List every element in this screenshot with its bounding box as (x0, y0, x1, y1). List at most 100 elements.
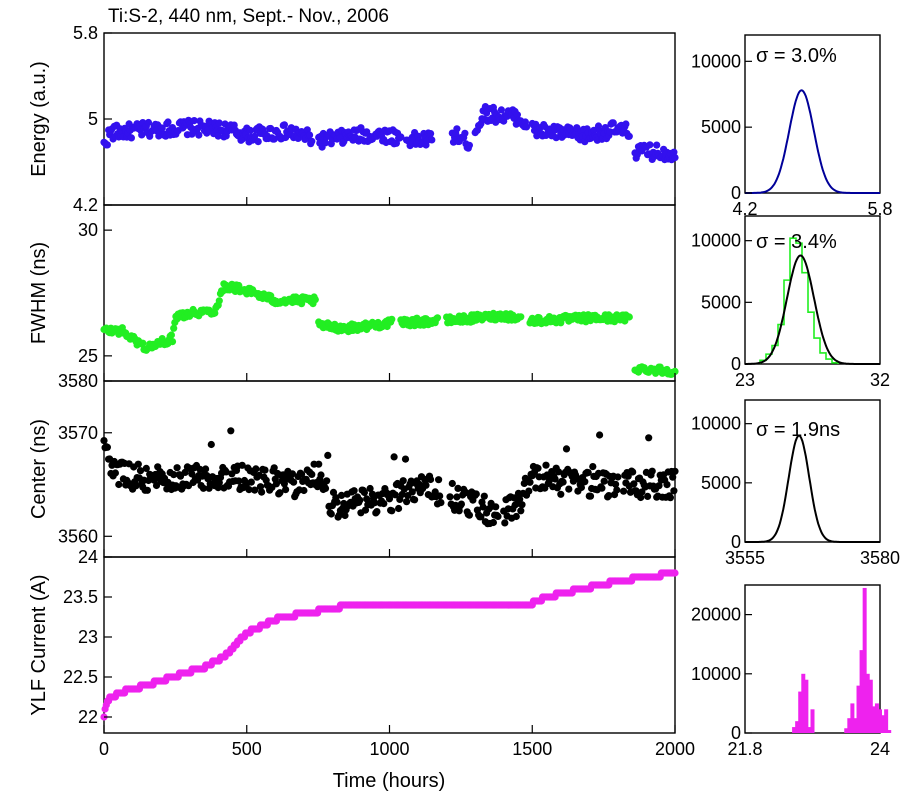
center-point (624, 472, 632, 480)
hist-ylf-ytick-label: 10000 (691, 664, 741, 684)
energy-point (254, 138, 262, 146)
center-point (380, 500, 388, 508)
center-point (356, 496, 364, 504)
center-point (238, 461, 246, 469)
fwhm-point (625, 313, 633, 321)
center-point (373, 508, 381, 516)
center-point (596, 431, 604, 439)
center-point (655, 482, 663, 490)
energy-point (522, 123, 531, 131)
hist-energy-gauss-fit (745, 89, 880, 194)
center-point (517, 507, 525, 515)
energy-point (164, 118, 172, 126)
center-point (403, 498, 411, 506)
center-point (333, 498, 341, 506)
center-point (612, 480, 620, 488)
energy-point (497, 106, 505, 114)
ylf-xtick-label: 1000 (369, 739, 409, 759)
energy-point (646, 141, 654, 149)
center-point (518, 501, 526, 509)
center-point (581, 478, 589, 486)
hist-energy-annotation: σ = 3.0% (756, 45, 837, 67)
center-point (115, 480, 123, 489)
center-point (245, 486, 253, 494)
hist-fwhm-ytick-label: 10000 (691, 231, 741, 251)
hist-center-gauss-fit (745, 434, 880, 543)
center-point (261, 466, 269, 474)
energy-point (397, 133, 405, 141)
fwhm-ticks: 30 25 (78, 220, 676, 381)
energy-ytick-label: 5.8 (73, 23, 98, 43)
center-ylabel: Center (ns) (28, 419, 50, 519)
center-point (276, 489, 284, 497)
energy-point (670, 148, 678, 156)
ylf-hist-bar (887, 730, 892, 733)
center-point (111, 469, 119, 477)
ylf-hist-bar (856, 685, 861, 733)
energy-point (513, 111, 522, 119)
hist-ylf-xtick-label: 24 (870, 739, 890, 759)
center-point (143, 486, 151, 494)
center-point (605, 492, 613, 500)
energy-point (246, 126, 254, 134)
hist-fwhm-ytick-label: 5000 (701, 292, 741, 312)
ylf-ylabel: YLF Current (A) (28, 574, 50, 715)
center-point (300, 486, 308, 495)
energy-point (590, 126, 598, 134)
center-point (671, 467, 679, 475)
ylf-hist-bar (871, 706, 876, 733)
center-point (282, 486, 290, 494)
fwhm-point (433, 314, 442, 322)
ylf-ytick-label: 23.5 (63, 587, 98, 607)
center-point (315, 460, 323, 468)
center-point (272, 480, 280, 488)
hist-energy-content: 10000 5000 04.2 5.8 (691, 51, 893, 219)
x-axis-label: Time (hours) (333, 770, 446, 792)
center-point (252, 465, 260, 473)
ylf-hist-bar (801, 673, 806, 733)
hist-fwhm-annotation: σ = 3.4% (756, 231, 837, 253)
center-point (577, 483, 586, 492)
center-ytick-label: 3570 (58, 423, 98, 443)
fwhm-ylabel: FWHM (ns) (28, 242, 50, 344)
center-point (559, 478, 567, 486)
center-point (554, 468, 563, 476)
center-point (613, 486, 621, 494)
center-point (270, 464, 278, 472)
center-point (152, 481, 161, 490)
energy-point (195, 131, 203, 139)
fwhm-point (168, 338, 177, 346)
center-point (360, 488, 368, 497)
ylf-ytick-label: 23 (78, 627, 98, 647)
center-point (388, 507, 396, 515)
center-point (589, 463, 597, 471)
center-point (479, 503, 487, 511)
center-point (408, 488, 416, 496)
center-point (492, 503, 500, 511)
ylf-hist-bar (792, 727, 797, 733)
center-point (395, 504, 403, 513)
center-point (207, 440, 215, 449)
center-point (202, 465, 210, 473)
ylf-xtick-label: 500 (232, 739, 262, 759)
center-point (565, 485, 573, 493)
center-point (600, 477, 608, 485)
energy-point (427, 130, 435, 138)
energy-point (103, 141, 111, 149)
hist-fwhm-frame (744, 215, 881, 365)
center-point (288, 470, 296, 478)
ylf-hist-bar (804, 679, 809, 733)
fwhm-point (311, 296, 319, 304)
center-point (670, 487, 678, 495)
hist-center-xtick-label: 3555 (725, 548, 765, 568)
center-point (327, 510, 335, 518)
energy-point (127, 134, 135, 142)
ylf-ytick-label: 22 (78, 707, 98, 727)
hist-ylf: 20000 10000 021.8 24 (691, 584, 892, 759)
center-point (235, 477, 243, 485)
center-point (390, 453, 398, 461)
energy-point (453, 125, 461, 133)
fwhm-point (170, 324, 178, 332)
ylf-hist-bar (853, 718, 858, 733)
